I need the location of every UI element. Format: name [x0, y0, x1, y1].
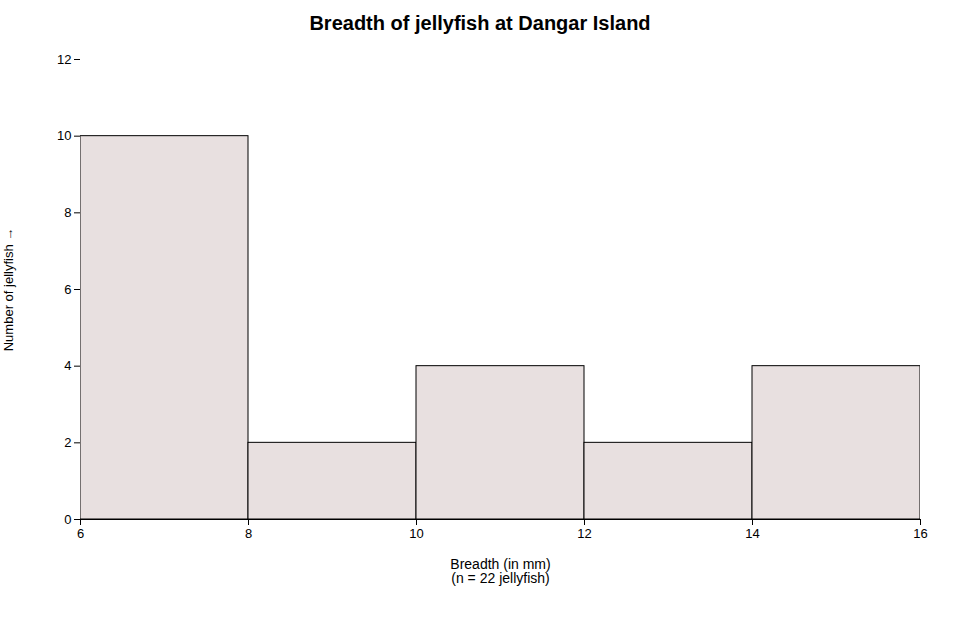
svg-text:12: 12: [577, 526, 591, 541]
svg-text:10: 10: [409, 526, 423, 541]
svg-text:Breadth (in mm)(n = 22 jellyfi: Breadth (in mm)(n = 22 jellyfish): [450, 556, 550, 586]
svg-text:4: 4: [64, 358, 71, 373]
svg-text:14: 14: [745, 526, 759, 541]
svg-text:0: 0: [64, 512, 71, 527]
svg-text:16: 16: [913, 526, 927, 541]
svg-text:2: 2: [64, 435, 71, 450]
html-text:Breadth of jellyfish at Dangar: Breadth of jellyfish at Dangar Island: [309, 12, 651, 34]
svg-text:8: 8: [245, 526, 252, 541]
svg-text:6: 6: [77, 526, 84, 541]
svg-text:12: 12: [57, 52, 71, 67]
svg-text:Number of jellyfish →: Number of jellyfish →: [1, 228, 16, 352]
svg-text:10: 10: [57, 128, 71, 143]
svg-text:6: 6: [64, 282, 71, 297]
svg-text:8: 8: [64, 205, 71, 220]
